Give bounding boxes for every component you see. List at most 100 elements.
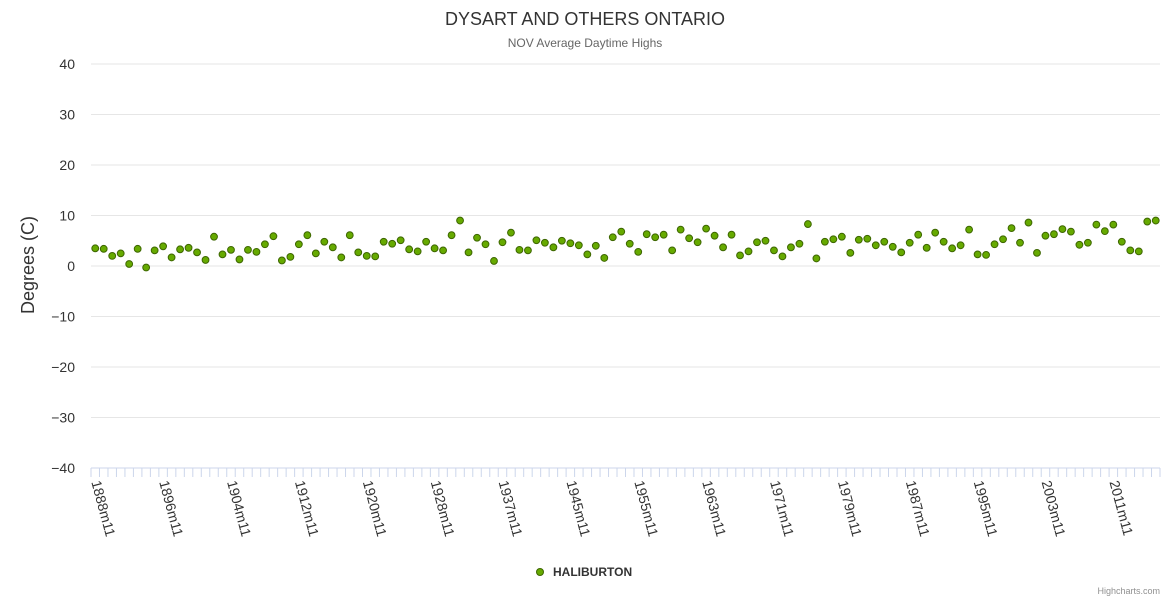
data-point[interactable] bbox=[778, 252, 787, 261]
data-point[interactable] bbox=[269, 232, 278, 241]
data-point[interactable] bbox=[252, 247, 261, 256]
data-point[interactable] bbox=[888, 242, 897, 251]
data-point[interactable] bbox=[507, 228, 515, 237]
series-haliburton-points[interactable] bbox=[91, 216, 1160, 272]
data-point[interactable] bbox=[439, 246, 447, 255]
data-point[interactable] bbox=[422, 237, 431, 246]
data-point[interactable] bbox=[600, 254, 609, 262]
data-point[interactable] bbox=[617, 227, 626, 236]
data-point[interactable] bbox=[405, 245, 414, 254]
data-point[interactable] bbox=[125, 260, 134, 268]
data-point[interactable] bbox=[642, 230, 651, 239]
data-point[interactable] bbox=[1134, 247, 1143, 256]
data-point[interactable] bbox=[218, 250, 227, 259]
data-point[interactable] bbox=[99, 244, 108, 253]
data-point[interactable] bbox=[1024, 218, 1033, 227]
data-point[interactable] bbox=[277, 256, 286, 265]
data-point[interactable] bbox=[201, 256, 210, 264]
data-point[interactable] bbox=[159, 242, 168, 251]
data-point[interactable] bbox=[481, 240, 490, 249]
data-point[interactable] bbox=[634, 247, 643, 256]
data-point[interactable] bbox=[1083, 238, 1092, 247]
data-point[interactable] bbox=[854, 235, 863, 244]
data-point[interactable] bbox=[371, 252, 380, 261]
data-point[interactable] bbox=[464, 248, 473, 257]
data-point[interactable] bbox=[608, 233, 617, 242]
data-point[interactable] bbox=[651, 233, 660, 242]
data-point[interactable] bbox=[583, 250, 592, 259]
data-point[interactable] bbox=[693, 238, 702, 247]
data-point[interactable] bbox=[1143, 217, 1152, 226]
data-point[interactable] bbox=[710, 231, 719, 240]
data-point[interactable] bbox=[659, 230, 668, 239]
data-point[interactable] bbox=[982, 250, 990, 259]
data-point[interactable] bbox=[574, 241, 583, 250]
data-point[interactable] bbox=[1050, 230, 1058, 239]
data-point[interactable] bbox=[837, 232, 846, 241]
data-point[interactable] bbox=[150, 246, 159, 255]
data-point[interactable] bbox=[413, 247, 422, 256]
data-point[interactable] bbox=[914, 230, 923, 239]
data-point[interactable] bbox=[948, 244, 957, 253]
data-point[interactable] bbox=[524, 246, 532, 255]
data-point[interactable] bbox=[515, 245, 524, 254]
data-point[interactable] bbox=[829, 235, 838, 244]
data-point[interactable] bbox=[108, 252, 117, 260]
data-point[interactable] bbox=[354, 248, 363, 257]
data-point[interactable] bbox=[541, 238, 549, 247]
data-point[interactable] bbox=[1117, 237, 1126, 246]
data-point[interactable] bbox=[557, 236, 566, 245]
data-point[interactable] bbox=[753, 238, 761, 247]
legend-item-haliburton[interactable]: HALIBURTON bbox=[553, 565, 632, 579]
data-point[interactable] bbox=[1058, 225, 1067, 234]
data-point[interactable] bbox=[820, 237, 829, 246]
data-point[interactable] bbox=[142, 263, 151, 272]
data-point[interactable] bbox=[396, 236, 405, 245]
data-point[interactable] bbox=[625, 239, 634, 248]
data-point[interactable] bbox=[133, 244, 142, 253]
data-point[interactable] bbox=[1067, 227, 1075, 236]
data-point[interactable] bbox=[532, 236, 541, 245]
data-point[interactable] bbox=[770, 246, 778, 255]
data-point[interactable] bbox=[727, 230, 736, 239]
data-point[interactable] bbox=[1075, 240, 1084, 249]
data-point[interactable] bbox=[176, 245, 184, 254]
data-point[interactable] bbox=[999, 235, 1007, 244]
data-point[interactable] bbox=[965, 225, 974, 234]
data-point[interactable] bbox=[973, 250, 982, 259]
data-point[interactable] bbox=[184, 243, 193, 252]
data-point[interactable] bbox=[91, 244, 100, 253]
data-point[interactable] bbox=[990, 240, 999, 249]
data-point[interactable] bbox=[1092, 220, 1101, 229]
data-point[interactable] bbox=[456, 216, 464, 225]
data-point[interactable] bbox=[244, 245, 252, 254]
data-point[interactable] bbox=[736, 251, 744, 260]
data-point[interactable] bbox=[939, 237, 948, 246]
data-point[interactable] bbox=[261, 240, 269, 249]
data-point[interactable] bbox=[956, 241, 965, 250]
data-point[interactable] bbox=[345, 231, 354, 240]
data-point[interactable] bbox=[702, 224, 710, 233]
data-point[interactable] bbox=[897, 248, 906, 257]
data-point[interactable] bbox=[676, 225, 685, 234]
data-point[interactable] bbox=[430, 244, 439, 253]
data-point[interactable] bbox=[379, 237, 388, 246]
data-point[interactable] bbox=[1100, 227, 1109, 236]
data-point[interactable] bbox=[1151, 216, 1160, 225]
data-point[interactable] bbox=[235, 255, 244, 264]
legend[interactable]: HALIBURTON bbox=[536, 565, 633, 579]
data-point[interactable] bbox=[905, 238, 914, 247]
data-point[interactable] bbox=[116, 249, 125, 258]
data-point[interactable] bbox=[294, 240, 303, 249]
data-point[interactable] bbox=[566, 239, 575, 248]
data-point[interactable] bbox=[931, 228, 940, 237]
data-point[interactable] bbox=[863, 234, 872, 243]
data-point[interactable] bbox=[871, 241, 880, 250]
data-point[interactable] bbox=[685, 234, 694, 243]
data-point[interactable] bbox=[1033, 248, 1041, 257]
data-point[interactable] bbox=[880, 237, 889, 246]
data-point[interactable] bbox=[1007, 224, 1016, 233]
data-point[interactable] bbox=[846, 248, 855, 257]
data-point[interactable] bbox=[311, 249, 320, 258]
data-point[interactable] bbox=[1041, 231, 1050, 240]
